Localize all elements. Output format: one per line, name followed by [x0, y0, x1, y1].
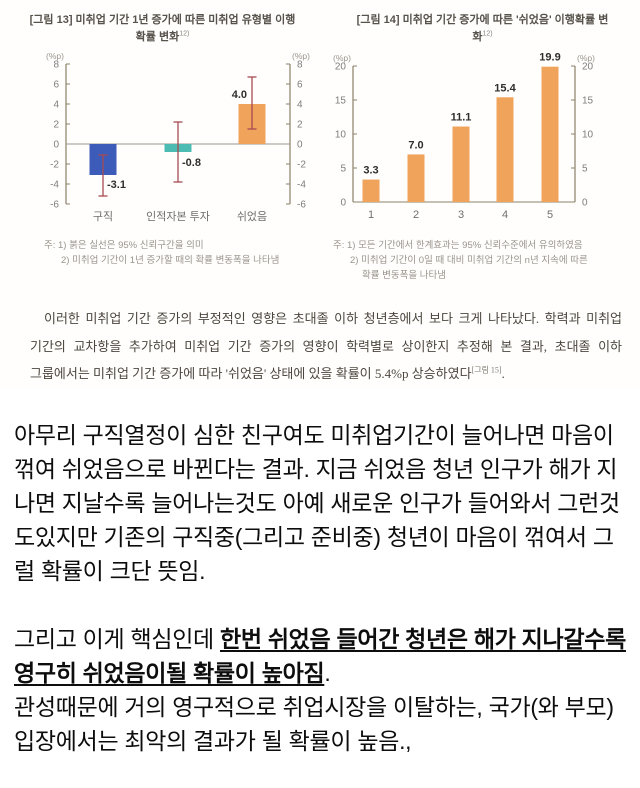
note-line: 주: 1) 모든 기간에서 한계효과는 95% 신뢰수준에서 유의하였음 — [333, 240, 583, 252]
figure-13-title-text: [그림 13] 미취업 기간 1년 증가에 따른 미취업 유형별 이행확률 변화 — [29, 14, 296, 44]
y-tick-label: 8 — [53, 60, 59, 71]
figure-14-title-text: [그림 14] 미취업 기간 증가에 따른 '쉬었음' 이행확률 변화 — [356, 14, 609, 44]
y-tick-label: -4 — [297, 180, 306, 191]
y-tick-label: 2 — [297, 120, 303, 131]
y-tick-label: 20 — [582, 62, 594, 73]
y-tick-label: 0 — [297, 140, 303, 151]
y-tick-label: 6 — [53, 80, 59, 91]
y-tick-label: -6 — [297, 200, 306, 211]
y-tick-label: 0 — [53, 140, 59, 151]
commentary-p2-period: . — [324, 659, 331, 686]
x-category-label: 2 — [413, 209, 419, 221]
y-tick-label: 5 — [582, 164, 588, 175]
y-tick-label: 10 — [582, 130, 594, 141]
y-tick-label: 15 — [582, 96, 594, 107]
report-paragraph: 이러한 미취업 기간 증가의 부정적인 영향은 초대졸 이하 청년층에서 보다 … — [30, 305, 622, 388]
y-tick-label: 8 — [297, 60, 303, 71]
note-line: 2) 미취업 기간이 1년 증가할 때의 확률 변동폭을 나타냄 — [61, 254, 280, 266]
figure-13-title-footnote: 12) — [179, 30, 190, 38]
commentary-key-point: 한번 쉬었음 들어간 청년은 해가 지나갈수록 영구히 쉬었음이될 확률이 높아… — [14, 625, 626, 686]
bar-1 — [362, 179, 380, 203]
figure-13-title: [그림 13] 미취업 기간 1년 증가에 따른 미취업 유형별 이행확률 변화… — [27, 12, 299, 46]
y-tick-label: 15 — [335, 96, 347, 107]
note-line: 주: 1) 붉은 실선은 95% 신뢰구간을 의미 — [44, 240, 204, 252]
value-label: 19.9 — [539, 52, 560, 64]
x-category-label: 구직 — [93, 210, 113, 223]
report-paragraph-figref: [그림 15] — [471, 366, 502, 376]
x-category-label: 3 — [458, 209, 464, 221]
y-tick-label: 6 — [297, 80, 303, 91]
figure-14: [그림 14] 미취업 기간 증가에 따른 '쉬었음' 이행확률 변화12) 0… — [325, 12, 640, 283]
commentary: 아무리 구직열정이 심한 친구여도 미취업기간이 늘어나면 마음이 꺾여 쉬었음… — [0, 418, 640, 758]
commentary-paragraph-3: 관성때문에 거의 영구적으로 취업시장을 이탈하는, 국가(와 부모) 입장에서… — [14, 693, 614, 754]
unit-label: (%p) — [292, 51, 310, 61]
note-line: 2) 미취업 기간이 0일 때 대비 미취업 기간의 n년 지속에 따른 — [350, 254, 588, 266]
commentary-paragraph-1: 아무리 구직열정이 심한 친구여도 미취업기간이 늘어나면 마음이 꺾여 쉬었음… — [14, 421, 620, 584]
value-label: 3.3 — [363, 165, 378, 177]
y-tick-label: 10 — [335, 130, 347, 141]
report-capture-image: [그림 13] 미취업 기간 1년 증가에 따른 미취업 유형별 이행확률 변화… — [0, 0, 640, 388]
bar-chart-svg: 8 8 6 6 4 4 2 2 0 0 -2 -2 -4 -4 -6 -6 (%p) (%p) -3.1 -0.8 4.… — [46, 51, 310, 223]
figure-13-chart: 8 8 6 6 4 4 2 2 0 0 -2 -2 -4 -4 -6 -6 (%p) (%p) -3.1 -0.8 4.… — [0, 50, 325, 235]
y-tick-label: -4 — [50, 180, 59, 191]
y-tick-label: -2 — [297, 160, 306, 171]
figure-14-title: [그림 14] 미취업 기간 증가에 따른 '쉬었음' 이행확률 변화12) — [354, 12, 612, 46]
report-paragraph-text: 이러한 미취업 기간 증가의 부정적인 영향은 초대졸 이하 청년층에서 보다 … — [30, 311, 622, 382]
unit-label: (%p) — [577, 53, 595, 63]
figure-13-notes: 주: 1) 붉은 실선은 95% 신뢰구간을 의미 2) 미취업 기간이 1년 … — [44, 239, 325, 268]
figure-14-title-footnote: 12) — [482, 30, 493, 38]
bar-3 — [452, 126, 470, 203]
report-paragraph-period: . — [501, 366, 505, 382]
commentary-paragraph-2: 그리고 이게 핵심인데 한번 쉬었음 들어간 청년은 해가 지나갈수록 영구히 … — [14, 622, 626, 690]
x-category-label: 1 — [368, 209, 374, 221]
figure-13: [그림 13] 미취업 기간 1년 증가에 따른 미취업 유형별 이행확률 변화… — [0, 12, 325, 283]
y-tick-label: 5 — [340, 164, 346, 175]
bar-4 — [496, 97, 514, 203]
unit-label: (%p) — [46, 51, 64, 61]
x-category-label: 4 — [502, 209, 508, 221]
value-label: 4.0 — [232, 89, 247, 101]
value-label: -3.1 — [107, 179, 126, 191]
unit-label: (%p) — [333, 53, 351, 63]
value-label: 15.4 — [494, 82, 516, 94]
x-category-label: 5 — [547, 209, 553, 221]
y-tick-label: 20 — [335, 62, 347, 73]
y-tick-label: -2 — [50, 160, 59, 171]
value-label: 11.1 — [451, 112, 472, 124]
value-label: 7.0 — [408, 139, 423, 151]
y-tick-label: 4 — [297, 100, 303, 111]
bar-5 — [541, 66, 559, 203]
value-label: -0.8 — [182, 157, 201, 169]
x-category-label: 인적자본 투자 — [146, 210, 210, 223]
figure-14-chart: 0 0 5 5 10 10 15 15 20 20 (%p) (%p) 3.3 7.0 11.1 15.4 19… — [325, 50, 640, 235]
bar-2 — [407, 154, 425, 203]
y-tick-label: -6 — [50, 200, 59, 211]
y-tick-label: 0 — [582, 198, 588, 209]
commentary-p2-prefix: 그리고 이게 핵심인데 — [14, 625, 221, 652]
x-category-label: 쉬었음 — [237, 210, 267, 223]
y-tick-label: 4 — [53, 100, 59, 111]
y-tick-label: 0 — [340, 198, 346, 209]
figure-14-notes: 주: 1) 모든 기간에서 한계효과는 95% 신뢰수준에서 유의하였음 2) … — [333, 239, 640, 283]
note-line: 확률 변동폭을 나타냄 — [362, 269, 446, 281]
y-tick-label: 2 — [53, 120, 59, 131]
figures-row: [그림 13] 미취업 기간 1년 증가에 따른 미취업 유형별 이행확률 변화… — [0, 12, 640, 283]
